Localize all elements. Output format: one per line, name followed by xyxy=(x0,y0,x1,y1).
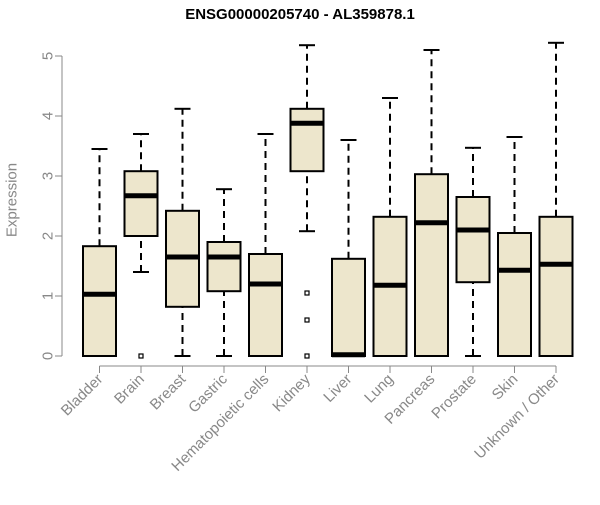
y-tick-label: 5 xyxy=(40,52,57,60)
x-tick-label: Breast xyxy=(147,370,190,413)
box-iqr xyxy=(455,196,491,284)
box-iqr xyxy=(538,215,574,357)
y-tick-label: 4 xyxy=(40,112,57,120)
outlier-point xyxy=(304,353,310,359)
box-iqr xyxy=(248,253,283,357)
box-iqr xyxy=(414,173,449,357)
box-iqr xyxy=(289,107,325,173)
box-iqr xyxy=(82,245,117,357)
outlier-point xyxy=(138,353,144,359)
x-tick-label: Bladder xyxy=(58,371,107,420)
y-tick-label: 1 xyxy=(40,292,57,300)
box-iqr xyxy=(206,241,242,293)
x-tick-label: Skin xyxy=(489,371,522,404)
box-iqr xyxy=(331,257,366,357)
y-axis-title: Expression xyxy=(4,163,21,237)
outlier-point xyxy=(304,317,310,323)
y-tick-label: 2 xyxy=(40,232,57,240)
x-tick-label: Lung xyxy=(361,371,397,407)
y-tick-label: 0 xyxy=(40,352,57,360)
x-tick-label: Brain xyxy=(111,371,148,408)
x-tick-label: Liver xyxy=(320,371,355,406)
x-tick-label: Kidney xyxy=(269,370,314,415)
box-iqr xyxy=(123,170,159,237)
outlier-point xyxy=(304,290,310,296)
x-tick-label: Prostate xyxy=(428,371,480,423)
box-iqr xyxy=(497,232,532,357)
y-tick-label: 3 xyxy=(40,172,57,180)
chart-title: ENSG00000205740 - AL359878.1 xyxy=(185,6,415,23)
